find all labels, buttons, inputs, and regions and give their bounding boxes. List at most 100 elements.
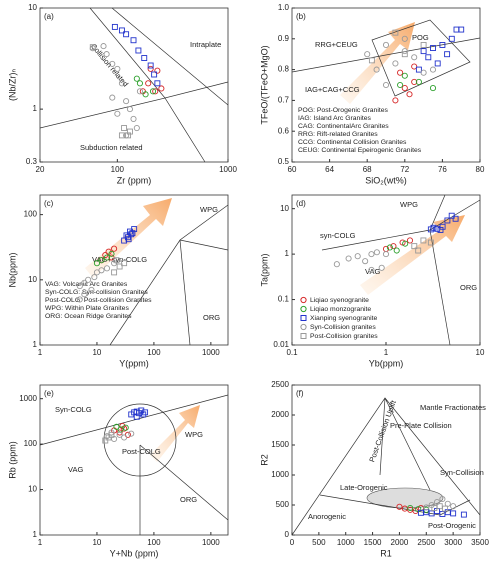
y-tick-label: 0.7 (278, 96, 290, 105)
field-label: POG (412, 33, 429, 42)
point (121, 260, 128, 267)
point (434, 225, 441, 232)
point (91, 274, 98, 281)
description: RRG: Rift-related Granites (298, 131, 378, 138)
point (114, 110, 121, 117)
y-tick-label: 2500 (271, 380, 289, 389)
point (390, 243, 397, 250)
point (430, 45, 436, 51)
point (123, 31, 130, 38)
plot-frame (291, 384, 481, 536)
point (415, 66, 422, 73)
field-label: Syn-Collision (440, 468, 484, 477)
point (141, 55, 148, 61)
x-tick-label: 10 (92, 348, 101, 357)
x-tick-label: 2000 (391, 538, 409, 547)
y-tick-label: 0.3 (26, 157, 38, 166)
y-tick-label: 0.8 (278, 65, 290, 74)
point (138, 407, 145, 414)
point (98, 267, 105, 274)
point (397, 81, 404, 89)
y-axis-label: TFeO/(TFeO+MgO) (259, 45, 269, 124)
x-tick-label: 0 (290, 538, 295, 547)
point (401, 72, 408, 79)
x-tick-label: 1 (38, 538, 43, 547)
point (450, 503, 457, 510)
point (118, 27, 125, 34)
panel-label: (d) (296, 199, 306, 208)
point (109, 60, 116, 67)
point (98, 257, 105, 264)
x-tick-label: 100 (147, 348, 161, 357)
point (142, 91, 149, 98)
x-axis-label: Yb(ppm) (369, 358, 404, 368)
field-label: VAG (365, 267, 380, 276)
point (136, 88, 143, 95)
point (129, 230, 136, 237)
x-tick-label: 1000 (219, 165, 237, 174)
point (89, 44, 96, 51)
x-tick-label: 0.1 (286, 348, 298, 357)
point (373, 66, 380, 73)
point (368, 266, 375, 273)
point (382, 81, 390, 89)
field-label: Anorogenic (308, 512, 346, 521)
point (401, 85, 408, 92)
point (102, 437, 109, 444)
y-axis-label: Nb(ppm) (7, 252, 17, 287)
point (401, 35, 408, 42)
legend-label: Syn-Collision granites (310, 324, 376, 331)
plot-frame (291, 7, 481, 163)
y-tick-label: 10 (28, 3, 37, 12)
panel-label: (c) (44, 199, 54, 208)
point (108, 431, 115, 438)
point (411, 78, 418, 85)
point (111, 23, 118, 30)
description: WPG: Within Plate Granites (45, 305, 129, 312)
x-tick-label: 100 (147, 538, 161, 547)
point (420, 69, 427, 76)
x-axis-label: R1 (380, 548, 392, 558)
y-tick-label: 0.5 (278, 157, 290, 166)
x-tick-label: 3000 (444, 538, 462, 547)
field-label: Post-Collision Uplift (367, 398, 398, 463)
point (382, 251, 390, 258)
point (392, 29, 399, 36)
point (396, 503, 403, 510)
point (125, 236, 132, 243)
x-tick-label: 500 (312, 538, 326, 547)
point (133, 75, 140, 82)
point (133, 124, 140, 132)
point (392, 97, 399, 104)
y-tick-label: 10 (28, 485, 37, 494)
point (158, 85, 165, 92)
point (113, 257, 120, 264)
point (402, 240, 409, 247)
point (76, 283, 83, 290)
field-label: WPG (200, 205, 218, 214)
x-tick-label: 10 (92, 538, 101, 547)
point (354, 253, 361, 260)
description: Syn-COLG: Syn-collision Granites (45, 289, 148, 296)
point (386, 244, 393, 251)
point (453, 26, 460, 33)
point (125, 132, 132, 139)
y-tick-label: 1.0 (278, 3, 290, 12)
description: CCG: Continental Collision Granites (298, 139, 407, 146)
point (420, 237, 427, 244)
point (81, 291, 88, 298)
field-label: Late-Orogenic (340, 483, 388, 492)
x-tick-label: 10 (476, 348, 485, 357)
point (458, 26, 465, 33)
point (121, 125, 128, 131)
y-tick-label: 0.01 (273, 340, 289, 349)
point (111, 269, 118, 276)
point (151, 71, 158, 78)
plot-frame (39, 194, 229, 346)
point (397, 69, 404, 76)
field-label: VAG (68, 465, 83, 474)
x-tick-label: 1000 (202, 348, 220, 357)
point (393, 247, 400, 254)
point (103, 254, 111, 261)
